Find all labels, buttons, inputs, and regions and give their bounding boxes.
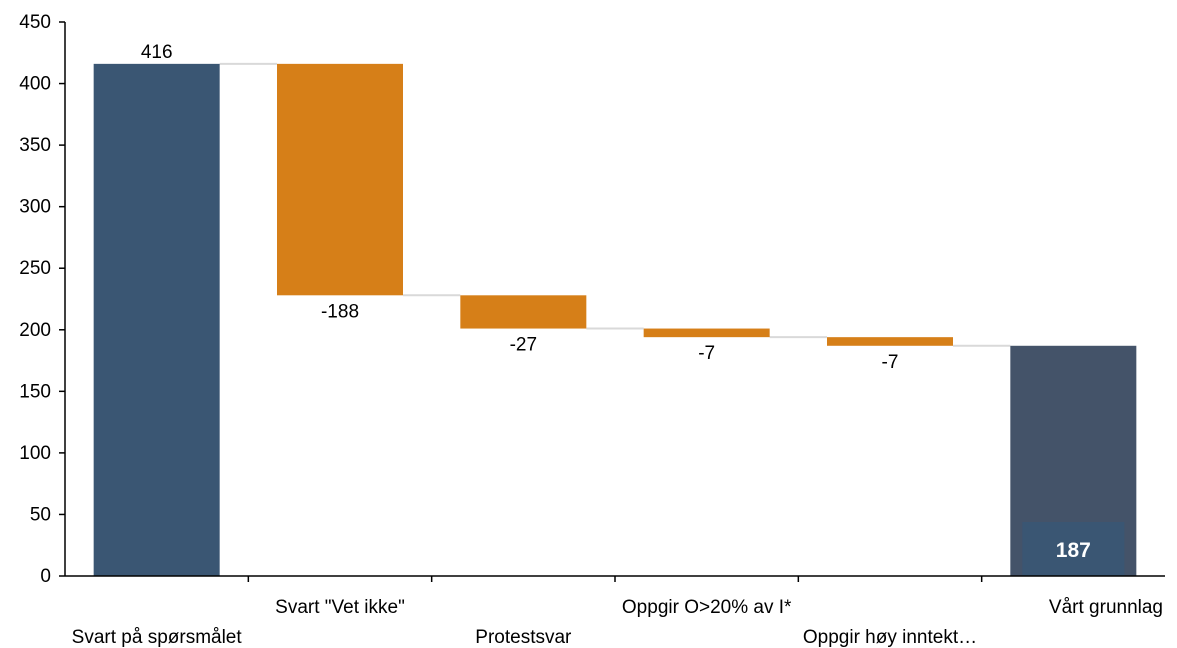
bar-2 [460, 295, 587, 329]
x-category-label-2: Protestsvar [475, 627, 572, 648]
x-category-label-0: Svart på spørsmålet [72, 627, 243, 648]
y-tick-label-0: 0 [40, 566, 51, 587]
data-label-0: 416 [141, 42, 173, 63]
data-label-box-5 [1022, 522, 1125, 576]
y-tick-label-3: 150 [19, 381, 51, 402]
data-label-4: -7 [882, 352, 899, 373]
bar-4 [827, 337, 953, 346]
y-axis: 0 50 100 150 200 250 300 350 400 450 [19, 12, 66, 587]
bar-0 [93, 63, 220, 576]
data-label-2: -27 [510, 335, 537, 356]
y-tick-label-1: 50 [30, 504, 51, 525]
x-category-label-4: Oppgir høy inntekt… [803, 627, 977, 648]
data-labels: 416 -188 -27 -7 -7 187 [141, 42, 1125, 576]
y-tick-label-2: 100 [19, 443, 51, 464]
y-tick-label-4: 200 [19, 320, 51, 341]
x-category-label-5: Vårt grunnlag [1049, 597, 1163, 618]
bar-3 [643, 328, 770, 338]
bars [93, 63, 1137, 576]
data-label-1: -188 [321, 301, 359, 322]
connector-lines [219, 62, 1011, 347]
x-axis: Svart på spørsmålet Svart "Vet ikke" Prote… [65, 575, 1165, 648]
y-tick-label-8: 400 [19, 74, 51, 95]
bar-1 [277, 63, 403, 296]
y-tick-label-5: 250 [19, 258, 51, 279]
y-tick-label-6: 300 [19, 197, 51, 218]
x-category-label-1: Svart "Vet ikke" [275, 597, 405, 618]
x-category-label-3: Oppgir O>20% av I* [622, 597, 792, 618]
y-tick-label-9: 450 [19, 12, 51, 33]
y-tick-label-7: 350 [19, 135, 51, 156]
data-label-5: 187 [1056, 539, 1091, 562]
data-label-3: -7 [698, 343, 715, 364]
